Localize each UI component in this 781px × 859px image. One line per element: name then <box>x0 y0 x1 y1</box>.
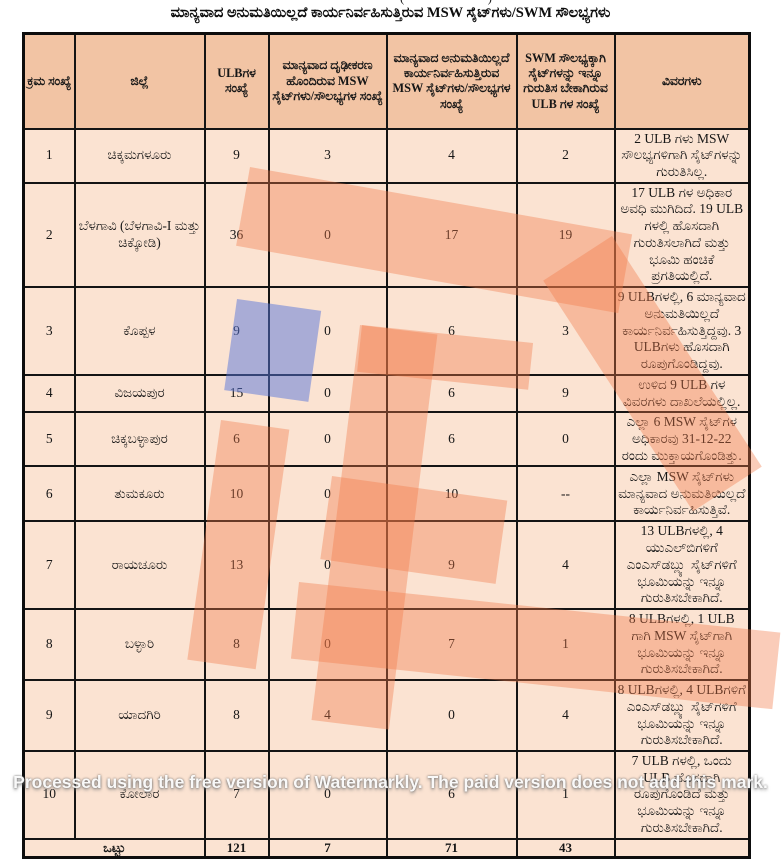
cell-valid: 0 <box>267 181 388 289</box>
cell-details: 13 ULBಗಳಲ್ಲಿ, 4 ಯುಎಲ್‌ಬಿಗಳಿಗೆ ಎಂಎಸ್‌ಡಬ್ಲ… <box>613 520 751 611</box>
cell-details: 8 ULBಗಳಲ್ಲಿ, 4 ULBಗಳಿಗೆ ಎಂಎಸ್‌ಡಬ್ಲ್ಯು ಸೈ… <box>613 679 751 752</box>
cell-district: ಬಳ್ಳಾರಿ <box>73 608 206 682</box>
table-row: 7 ರಾಯಚೂರು 13 0 9 4 13 ULBಗಳಲ್ಲಿ, 4 ಯುಎಲ್… <box>22 520 751 611</box>
total-valid: 7 <box>267 837 388 859</box>
cell-invalid: 9 <box>385 520 518 611</box>
header-details: ವಿವರಗಳು <box>613 32 751 130</box>
cell-pending: 9 <box>515 373 616 414</box>
cell-district: ವಿಜಯಪುರ <box>73 373 206 414</box>
total-details <box>613 837 751 859</box>
table-row: 2 ಬೆಳಗಾವಿ (ಬೆಳಗಾವಿ-I ಮತ್ತು ಚಿಕ್ಕೋಡಿ) 36 … <box>22 181 751 289</box>
cell-pending: 19 <box>515 181 616 289</box>
header-invalid-msw: ಮಾನ್ಯವಾದ ಅನುಮತಿಯಿಲ್ಲದೆ ಕಾರ್ಯನಿರ್ವಹಿಸುತ್ತ… <box>385 32 518 130</box>
cell-pending: 4 <box>515 679 616 752</box>
table-row: 8 ಬಳ್ಳಾರಿ 8 0 7 1 8 ULBಗಳಲ್ಲಿ, 1 ULB ಗಾಗ… <box>22 608 751 682</box>
cell-invalid: 7 <box>385 608 518 682</box>
cell-ulb: 36 <box>203 181 270 289</box>
cell-district: ತುಮಕೂರು <box>73 465 206 523</box>
cell-invalid: 0 <box>385 679 518 752</box>
cell-valid: 0 <box>267 286 388 376</box>
cell-invalid: 4 <box>385 127 518 184</box>
total-pending: 43 <box>515 837 616 859</box>
cell-ulb: 10 <box>203 465 270 523</box>
table-header-row: ಕ್ರಮ ಸಂಖ್ಯೆ ಜಿಲ್ಲೆ ULBಗಳ ಸಂಖ್ಯೆ ಮಾನ್ಯವಾದ… <box>22 32 751 130</box>
cell-pending: 4 <box>515 520 616 611</box>
cell-ulb: 9 <box>203 127 270 184</box>
cell-serial: 8 <box>22 608 76 682</box>
cell-valid: 0 <box>267 750 388 840</box>
table-row: 5 ಚಿಕ್ಕಬಳ್ಳಾಪುರ 6 0 6 0 ಎಲ್ಲಾ 6 MSW ಸೈಟ್… <box>22 411 751 468</box>
cell-pending: -- <box>515 465 616 523</box>
cell-serial: 3 <box>22 286 76 376</box>
cell-pending: 2 <box>515 127 616 184</box>
cell-pending: 0 <box>515 411 616 468</box>
cell-district: ರಾಯಚೂರು <box>73 520 206 611</box>
cell-pending: 3 <box>515 286 616 376</box>
cell-valid: 0 <box>267 608 388 682</box>
cell-serial: 9 <box>22 679 76 752</box>
cell-serial: 4 <box>22 373 76 414</box>
cell-valid: 0 <box>267 465 388 523</box>
page-title: ಮಾನ್ಯವಾದ ಅನುಮತಿಯಿಲ್ಲದೆ ಕಾರ್ಯನಿರ್ವಹಿಸುತ್ತ… <box>170 5 611 21</box>
cell-valid: 0 <box>267 520 388 611</box>
table-row: 6 ತುಮಕೂರು 10 0 10 -- ಎಲ್ಲಾ MSW ಸೈಟ್‌ಗಳು … <box>22 465 751 523</box>
cell-valid: 0 <box>267 373 388 414</box>
cell-district: ಕೊಪ್ಪಳ <box>73 286 206 376</box>
total-invalid: 71 <box>385 837 518 859</box>
cell-district: ಚಿಕ್ಕಮಗಳೂರು <box>73 127 206 184</box>
cell-invalid: 6 <box>385 373 518 414</box>
cell-invalid: 6 <box>385 286 518 376</box>
cell-ulb: 8 <box>203 608 270 682</box>
cell-details: ಉಳಿದ 9 ULB ಗಳ ವಿವರಗಳು ದಾಖಲೆಯಲ್ಲಿಲ್ಲ. <box>613 373 751 414</box>
cell-district: ಬೆಳಗಾವಿ (ಬೆಳಗಾವಿ-I ಮತ್ತು ಚಿಕ್ಕೋಡಿ) <box>73 181 206 289</box>
cell-details: 8 ULBಗಳಲ್ಲಿ, 1 ULB ಗಾಗಿ MSW ಸೈಟ್‌ಗಾಗಿ ಭೂ… <box>613 608 751 682</box>
table-row: 9 ಯಾದಗಿರಿ 8 4 0 4 8 ULBಗಳಲ್ಲಿ, 4 ULBಗಳಿಗ… <box>22 679 751 752</box>
cell-ulb: 7 <box>203 750 270 840</box>
cell-invalid: 17 <box>385 181 518 289</box>
cell-details: 17 ULB ಗಳ ಅಧಿಕಾರ ಅವಧಿ ಮುಗಿದಿದೆ. 19 ULB ಗ… <box>613 181 751 289</box>
cell-valid: 3 <box>267 127 388 184</box>
cell-ulb: 9 <box>203 286 270 376</box>
cell-ulb: 8 <box>203 679 270 752</box>
table-row: 10 ಕೋಲಾರ 7 0 6 1 7 ULB ಗಳಲ್ಲಿ, ಒಂದು ULB … <box>22 750 751 840</box>
cell-serial: 10 <box>22 750 76 840</box>
header-pending-ulb: SWM ಸೌಲಭ್ಯಕ್ಕಾಗಿ ಸೈಟ್‌ಗಳನ್ನು ಇನ್ನೂ ಗುರುತ… <box>515 32 616 130</box>
cell-pending: 1 <box>515 750 616 840</box>
cell-pending: 1 <box>515 608 616 682</box>
cell-serial: 1 <box>22 127 76 184</box>
cell-details: 2 ULB ಗಳು MSW ಸೌಲಭ್ಯಗಳಿಗಾಗಿ ಸೈಟ್‌ಗಳನ್ನು … <box>613 127 751 184</box>
table-row: 4 ವಿಜಯಪುರ 15 0 6 9 ಉಳಿದ 9 ULB ಗಳ ವಿವರಗಳು… <box>22 373 751 414</box>
cell-valid: 0 <box>267 411 388 468</box>
header-serial: ಕ್ರಮ ಸಂಖ್ಯೆ <box>22 32 76 130</box>
cell-valid: 4 <box>267 679 388 752</box>
cell-ulb: 13 <box>203 520 270 611</box>
total-label: ಒಟ್ಟು <box>22 837 206 859</box>
header-district: ಜಿಲ್ಲೆ <box>73 32 206 130</box>
cell-invalid: 6 <box>385 750 518 840</box>
cell-details: 9 ULBಗಳಲ್ಲಿ, 6 ಮಾನ್ಯವಾದ ಅನುಮತಿಯಿಲ್ಲದೆ ಕಾ… <box>613 286 751 376</box>
cell-details: ಎಲ್ಲಾ MSW ಸೈಟ್‌ಗಳು ಮಾನ್ಯವಾದ ಅನುಮತಿಯಿಲ್ಲದ… <box>613 465 751 523</box>
table-total-row: ಒಟ್ಟು 121 7 71 43 <box>22 837 751 859</box>
cell-details: ಎಲ್ಲಾ 6 MSW ಸೈಟ್‌ಗಳ ಅಧಿಕಾರವು 31-12-22 ರಂ… <box>613 411 751 468</box>
header-valid-msw: ಮಾನ್ಯವಾದ ದೃಢೀಕರಣ ಹೊಂದಿರುವ MSW ಸೈಟ್‌ಗಳು/ಸ… <box>267 32 388 130</box>
cell-details: 7 ULB ಗಳಲ್ಲಿ, ಒಂದು ULB ಹೊಸದಾಗಿ ರೂಪುಗೊಂಡಿ… <box>613 750 751 840</box>
cell-serial: 6 <box>22 465 76 523</box>
header-ulb-count: ULBಗಳ ಸಂಖ್ಯೆ <box>203 32 270 130</box>
cell-district: ಯಾದಗಿರಿ <box>73 679 206 752</box>
cell-serial: 5 <box>22 411 76 468</box>
cropped-top-text-fragment: ( ) <box>400 0 560 5</box>
table-row: 1 ಚಿಕ್ಕಮಗಳೂರು 9 3 4 2 2 ULB ಗಳು MSW ಸೌಲಭ… <box>22 127 751 184</box>
cell-ulb: 6 <box>203 411 270 468</box>
cell-district: ಕೋಲಾರ <box>73 750 206 840</box>
table-row: 3 ಕೊಪ್ಪಳ 9 0 6 3 9 ULBಗಳಲ್ಲಿ, 6 ಮಾನ್ಯವಾದ… <box>22 286 751 376</box>
cell-ulb: 15 <box>203 373 270 414</box>
msw-sites-table: ಕ್ರಮ ಸಂಖ್ಯೆ ಜಿಲ್ಲೆ ULBಗಳ ಸಂಖ್ಯೆ ಮಾನ್ಯವಾದ… <box>22 32 751 859</box>
cell-serial: 2 <box>22 181 76 289</box>
cell-invalid: 6 <box>385 411 518 468</box>
cell-serial: 7 <box>22 520 76 611</box>
total-ulb: 121 <box>203 837 270 859</box>
cell-invalid: 10 <box>385 465 518 523</box>
cell-district: ಚಿಕ್ಕಬಳ್ಳಾಪುರ <box>73 411 206 468</box>
